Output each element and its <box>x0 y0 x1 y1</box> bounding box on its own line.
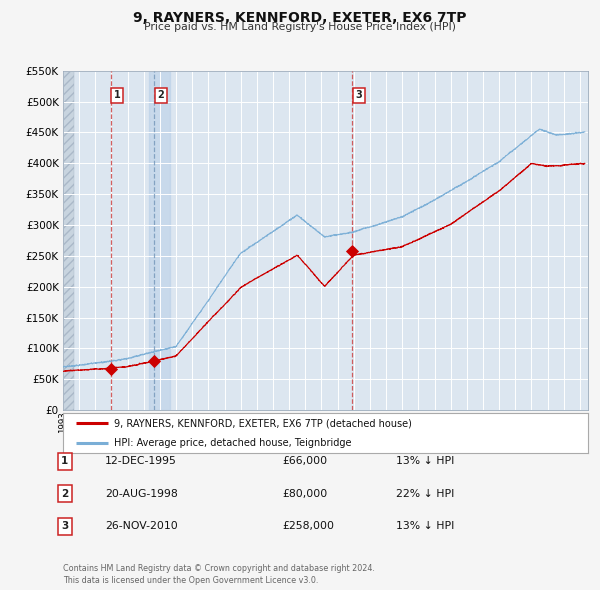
Text: 9, RAYNERS, KENNFORD, EXETER, EX6 7TP (detached house): 9, RAYNERS, KENNFORD, EXETER, EX6 7TP (d… <box>115 418 412 428</box>
Bar <box>149 71 170 410</box>
Text: Contains HM Land Registry data © Crown copyright and database right 2024.
This d: Contains HM Land Registry data © Crown c… <box>63 565 375 585</box>
Text: 3: 3 <box>61 522 68 531</box>
Text: Price paid vs. HM Land Registry's House Price Index (HPI): Price paid vs. HM Land Registry's House … <box>144 22 456 32</box>
Text: 2: 2 <box>61 489 68 499</box>
Point <box>106 365 115 374</box>
Text: £80,000: £80,000 <box>282 489 327 499</box>
Text: £66,000: £66,000 <box>282 457 327 466</box>
Text: 13% ↓ HPI: 13% ↓ HPI <box>396 457 454 466</box>
Point <box>347 246 357 255</box>
Point <box>149 356 159 365</box>
Text: 12-DEC-1995: 12-DEC-1995 <box>105 457 177 466</box>
Text: HPI: Average price, detached house, Teignbridge: HPI: Average price, detached house, Teig… <box>115 438 352 448</box>
Text: 2: 2 <box>157 90 164 100</box>
Text: 22% ↓ HPI: 22% ↓ HPI <box>396 489 454 499</box>
Text: 3: 3 <box>355 90 362 100</box>
Text: 9, RAYNERS, KENNFORD, EXETER, EX6 7TP: 9, RAYNERS, KENNFORD, EXETER, EX6 7TP <box>133 11 467 25</box>
Text: 13% ↓ HPI: 13% ↓ HPI <box>396 522 454 531</box>
Text: £258,000: £258,000 <box>282 522 334 531</box>
Text: 1: 1 <box>114 90 121 100</box>
Text: 26-NOV-2010: 26-NOV-2010 <box>105 522 178 531</box>
Text: 20-AUG-1998: 20-AUG-1998 <box>105 489 178 499</box>
Text: 1: 1 <box>61 457 68 466</box>
